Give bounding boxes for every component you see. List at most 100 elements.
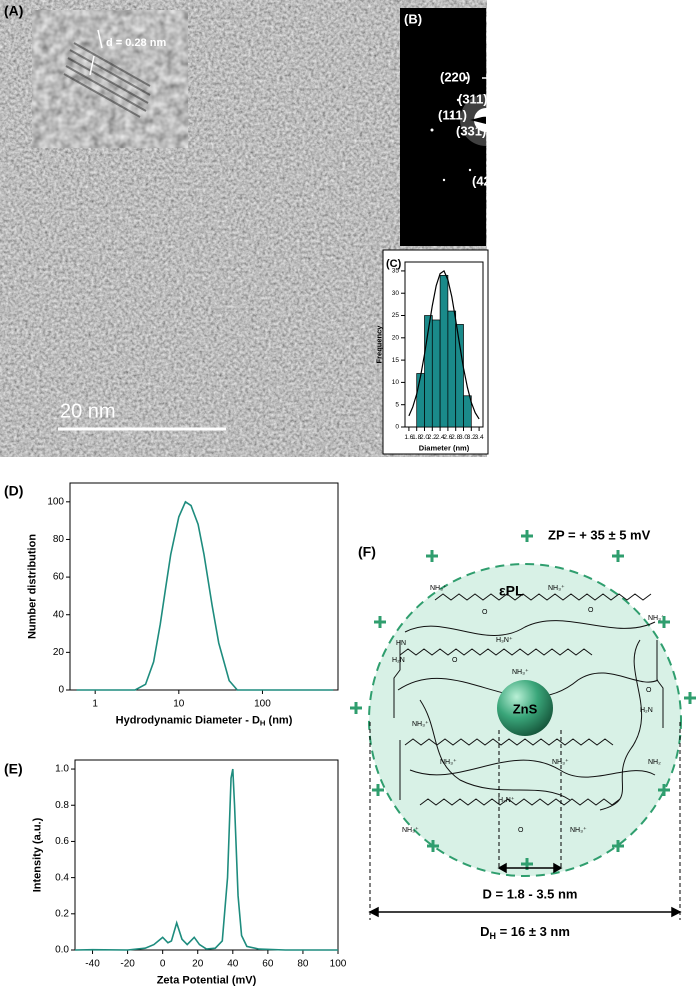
positive-charge <box>427 840 439 852</box>
y-axis-label: Number distribution <box>27 534 39 639</box>
chem-label: NH₃⁺ <box>548 584 565 592</box>
chem-label: H₃N⁺ <box>496 636 513 644</box>
chem-label: NH₃⁺ <box>552 758 569 766</box>
lattice-arrow <box>97 29 103 49</box>
lattice-arrow <box>89 55 95 76</box>
y-tick-label: 25 <box>392 312 400 319</box>
x-tick-label: 2.0 <box>420 434 429 441</box>
panel-label: (A) <box>4 3 23 19</box>
x-tick-label: 3.2 <box>467 434 476 441</box>
saed-pattern <box>400 8 486 246</box>
y-tick-label: 10 <box>392 379 400 386</box>
y-tick-label: 20 <box>53 647 65 658</box>
y-tick-label: 1.0 <box>55 764 69 775</box>
x-axis-label-text: Hydrodynamic Diameter - D <box>116 715 260 727</box>
positive-charge <box>612 840 624 852</box>
positive-charge <box>521 530 533 542</box>
data-line <box>74 768 338 951</box>
x-tick-label: 40 <box>227 959 239 970</box>
x-tick-label: 2.2 <box>428 434 437 441</box>
chem-label: H₂N <box>392 657 405 664</box>
x-axis-label-unit: (nm) <box>265 715 292 727</box>
chem-label: NH₃⁺ <box>512 668 529 676</box>
chem-label: NH₃⁺ <box>412 720 429 728</box>
histogram-bar <box>455 324 464 428</box>
dh-subscript: H <box>489 931 496 941</box>
diffraction-spots <box>430 76 472 182</box>
positive-charge <box>426 550 438 562</box>
chem-label: H₂N⁺ <box>498 796 515 804</box>
plane-label: (422) <box>472 173 502 188</box>
y-tick-label: 35 <box>392 268 400 275</box>
beam-stop <box>470 116 486 124</box>
y-tick-label: 5 <box>395 401 399 408</box>
y-tick-label: 0.8 <box>55 800 69 811</box>
y-tick-label: 0.6 <box>55 836 69 847</box>
panel-label: (D) <box>4 483 23 499</box>
x-tick-label: 1.6 <box>404 434 413 441</box>
chem-label: NH₃⁺ <box>440 758 457 766</box>
chem-label: NH₃⁺ <box>570 826 587 834</box>
y-tick-label: 40 <box>53 609 65 620</box>
positive-charge <box>612 550 624 562</box>
dimension-arrows <box>368 862 682 918</box>
panel-label: (F) <box>358 544 376 560</box>
core-size-label: D = 1.8 - 3.5 nm <box>482 886 577 901</box>
y-tick-label: 15 <box>392 357 400 364</box>
x-tick-label: 2.8 <box>451 434 460 441</box>
panel-label: (B) <box>404 11 422 26</box>
y-tick-label: 0.0 <box>55 945 69 956</box>
y-axis-label: Frequency <box>374 325 383 364</box>
x-tick-label: 100 <box>254 699 271 710</box>
polymer-label: εPL <box>499 583 524 599</box>
core-label: ZnS <box>513 701 538 716</box>
chem-label: O <box>588 607 594 614</box>
x-tick-label: -40 <box>85 959 100 970</box>
plane-arrowhead <box>573 75 580 81</box>
x-tick-label: 1.8 <box>412 434 421 441</box>
plane-arrowhead <box>545 179 552 185</box>
y-tick-label: 20 <box>392 335 400 342</box>
lattice-fringes <box>63 42 151 118</box>
scale-bar-label: 20 nm <box>60 400 116 422</box>
data-line <box>76 500 334 691</box>
histogram-bar <box>439 275 449 428</box>
plot-frame <box>74 759 339 951</box>
dh-value: = 16 ± 3 nm <box>496 924 570 939</box>
positive-charge <box>372 784 384 796</box>
chem-label: O <box>482 609 488 616</box>
chem-label: NH₃⁺ <box>430 584 447 592</box>
x-tick-label: -20 <box>120 959 135 970</box>
panel-label: (C) <box>386 258 402 270</box>
plot-frame <box>69 482 339 691</box>
x-axis-label: Hydrodynamic Diameter - DH (nm) <box>116 715 293 728</box>
lattice-label: d = 0.28 nm <box>106 37 166 49</box>
x-tick-label: 3.4 <box>475 434 484 441</box>
y-tick-label: 60 <box>53 572 65 583</box>
dh-label: DH = 16 ± 3 nm <box>480 924 570 941</box>
x-axis-label: Zeta Potential (mV) <box>157 975 257 987</box>
x-axis-label-subscript: H <box>260 719 266 728</box>
zns-core <box>497 680 553 736</box>
positive-charge <box>350 702 362 714</box>
x-tick-label: 0 <box>160 959 166 970</box>
plane-arrowhead <box>545 113 552 119</box>
chem-label: H₂N <box>640 707 653 714</box>
y-tick-label: 0 <box>395 424 399 431</box>
plane-label: (111) <box>438 107 467 122</box>
hrtem-inset <box>30 8 190 150</box>
y-tick-label: 80 <box>53 534 65 545</box>
zeta-label: ZP = + 35 ± 5 mV <box>548 527 651 542</box>
chem-label: NH₂ <box>648 759 661 766</box>
y-axis-label: Intensity (a.u.) <box>32 817 44 892</box>
plane-label: (311) <box>458 91 488 106</box>
x-axis-label-text: Diameter (nm) <box>419 443 470 452</box>
panel-label: (E) <box>4 761 23 777</box>
chem-label: HN <box>396 640 406 647</box>
y-tick-label: 30 <box>392 290 400 297</box>
x-tick-label: 20 <box>192 959 204 970</box>
x-tick-label: 3.0 <box>459 434 468 441</box>
histogram-bar <box>431 319 441 428</box>
x-tick-label: 80 <box>297 959 309 970</box>
